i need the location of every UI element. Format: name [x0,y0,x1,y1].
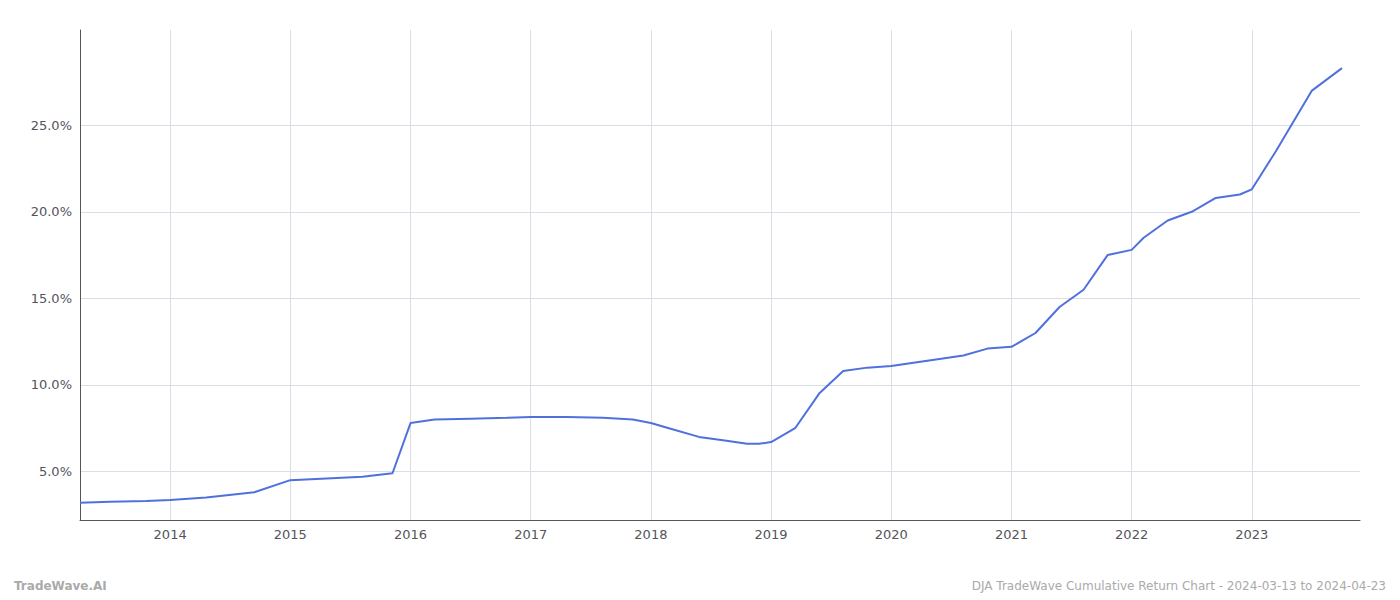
svg-text:2017: 2017 [514,527,547,542]
svg-text:5.0%: 5.0% [39,464,72,479]
svg-text:2014: 2014 [154,527,187,542]
svg-text:DJA TradeWave Cumulative Retur: DJA TradeWave Cumulative Return Chart - … [972,579,1386,593]
svg-text:TradeWave.AI: TradeWave.AI [14,579,107,593]
svg-text:2015: 2015 [274,527,307,542]
svg-text:20.0%: 20.0% [31,204,72,219]
svg-text:2019: 2019 [755,527,788,542]
svg-text:25.0%: 25.0% [31,118,72,133]
svg-text:2023: 2023 [1235,527,1268,542]
svg-text:10.0%: 10.0% [31,377,72,392]
svg-text:2020: 2020 [875,527,908,542]
svg-text:2021: 2021 [995,527,1028,542]
svg-text:15.0%: 15.0% [31,291,72,306]
svg-text:2022: 2022 [1115,527,1148,542]
svg-text:2018: 2018 [634,527,667,542]
svg-text:2016: 2016 [394,527,427,542]
